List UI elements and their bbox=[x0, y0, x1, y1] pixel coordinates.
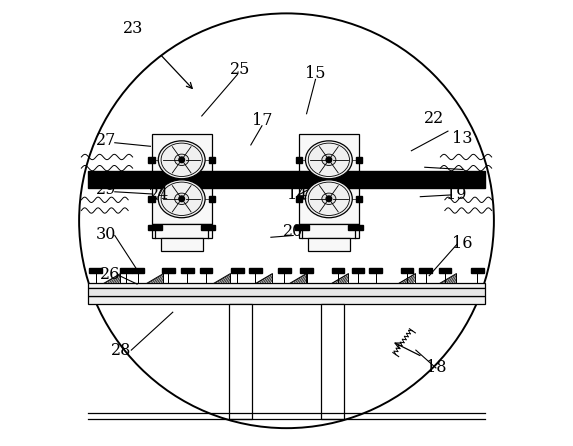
Bar bbox=[88, 288, 485, 297]
Ellipse shape bbox=[305, 180, 352, 218]
Circle shape bbox=[326, 157, 332, 163]
Text: 19: 19 bbox=[446, 186, 466, 202]
Bar bbox=[296, 157, 302, 163]
Bar bbox=[120, 268, 132, 273]
Bar bbox=[88, 171, 485, 188]
Polygon shape bbox=[331, 273, 348, 283]
Polygon shape bbox=[147, 273, 163, 283]
Text: 16: 16 bbox=[453, 235, 473, 252]
Text: 30: 30 bbox=[96, 226, 116, 243]
Polygon shape bbox=[439, 273, 457, 283]
Bar bbox=[352, 268, 364, 273]
Text: 27: 27 bbox=[96, 132, 116, 149]
Text: 13: 13 bbox=[453, 130, 473, 147]
Bar bbox=[88, 283, 485, 288]
Polygon shape bbox=[103, 273, 120, 283]
Bar bbox=[308, 238, 350, 251]
Polygon shape bbox=[213, 273, 230, 283]
Bar bbox=[300, 268, 313, 273]
Bar bbox=[299, 134, 359, 224]
Bar bbox=[160, 238, 203, 251]
Bar bbox=[88, 297, 485, 304]
Text: 17: 17 bbox=[252, 112, 272, 129]
Bar bbox=[295, 225, 309, 230]
Circle shape bbox=[326, 196, 332, 202]
Bar bbox=[200, 268, 213, 273]
Polygon shape bbox=[289, 273, 306, 283]
Bar bbox=[356, 196, 362, 202]
Bar bbox=[401, 268, 413, 273]
Bar bbox=[332, 268, 344, 273]
Bar bbox=[438, 268, 451, 273]
Bar bbox=[249, 268, 261, 273]
Bar bbox=[181, 268, 194, 273]
Bar bbox=[148, 225, 162, 230]
Bar bbox=[209, 196, 215, 202]
Text: 15: 15 bbox=[305, 65, 325, 82]
Bar bbox=[370, 268, 382, 273]
Bar bbox=[348, 225, 363, 230]
Text: 22: 22 bbox=[423, 110, 444, 127]
Ellipse shape bbox=[158, 180, 205, 218]
Ellipse shape bbox=[305, 141, 352, 179]
Bar bbox=[419, 268, 432, 273]
Text: 20: 20 bbox=[283, 223, 303, 240]
Bar bbox=[229, 304, 252, 419]
Text: 26: 26 bbox=[100, 266, 120, 283]
Circle shape bbox=[179, 157, 185, 163]
Text: 29: 29 bbox=[96, 181, 116, 198]
Bar bbox=[356, 157, 362, 163]
Bar bbox=[152, 134, 212, 224]
Text: 28: 28 bbox=[111, 342, 132, 359]
Bar bbox=[299, 224, 359, 238]
Bar bbox=[201, 225, 215, 230]
Bar bbox=[321, 304, 344, 419]
Ellipse shape bbox=[175, 154, 189, 165]
Bar bbox=[471, 268, 484, 273]
Bar bbox=[162, 268, 175, 273]
Text: 24: 24 bbox=[149, 186, 170, 202]
Ellipse shape bbox=[322, 193, 336, 204]
Polygon shape bbox=[255, 273, 272, 283]
Bar bbox=[231, 268, 244, 273]
Bar bbox=[148, 196, 155, 202]
Circle shape bbox=[179, 196, 185, 202]
Text: 25: 25 bbox=[229, 61, 250, 78]
Ellipse shape bbox=[175, 193, 189, 204]
Text: 18: 18 bbox=[426, 359, 446, 376]
Ellipse shape bbox=[322, 154, 336, 165]
Text: 23: 23 bbox=[123, 21, 143, 37]
Polygon shape bbox=[398, 273, 414, 283]
Bar bbox=[278, 268, 291, 273]
Text: 14: 14 bbox=[288, 186, 308, 202]
Bar bbox=[148, 157, 155, 163]
Bar bbox=[132, 268, 144, 273]
Bar bbox=[152, 224, 212, 238]
Bar bbox=[89, 268, 102, 273]
Bar bbox=[209, 157, 215, 163]
Ellipse shape bbox=[158, 141, 205, 179]
Bar bbox=[296, 196, 302, 202]
